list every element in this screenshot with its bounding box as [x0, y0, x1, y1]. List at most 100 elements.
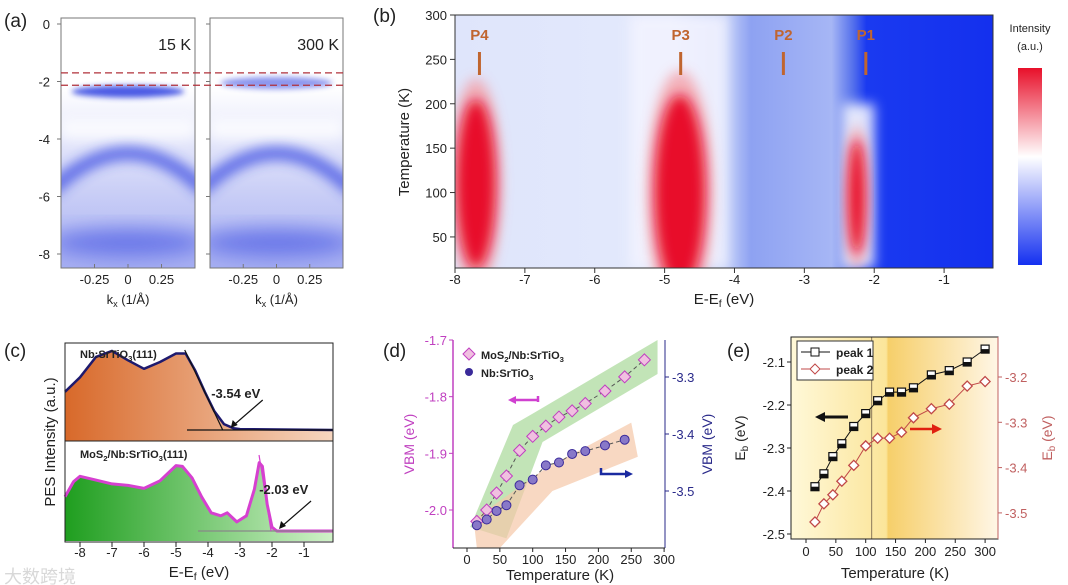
panel-label: (b): [373, 6, 396, 27]
y2-tick-label: -3.3: [1005, 415, 1027, 430]
series-label: MoS2/Nb:SrTiO3(111): [80, 449, 188, 463]
data-point: [826, 488, 839, 501]
data-point: [979, 375, 992, 388]
intensity-hotspot: [456, 99, 496, 268]
peak-label: P3: [672, 27, 690, 44]
y-tick-label: -2: [38, 75, 50, 90]
data-point: [499, 469, 514, 483]
x-tick-label: 150: [555, 552, 577, 567]
arpes-dispersion-band: [210, 146, 343, 192]
label-part: k: [107, 292, 114, 307]
y-tick-label: -6: [38, 190, 50, 205]
subscript: f: [719, 298, 722, 310]
y2-tick-label: -3.4: [1005, 461, 1027, 476]
arpes-gap-band: [210, 118, 343, 139]
x-tick-label: 100: [522, 552, 544, 567]
right-axis-arrow: [599, 468, 625, 476]
axes-frame: [454, 14, 994, 269]
arpes-dispersion-band: [61, 146, 195, 192]
x-tick-label: -0.25: [228, 272, 258, 287]
arpes-top-band: [220, 76, 333, 89]
y-tick-label: -4: [38, 132, 50, 147]
data-point-fill: [828, 456, 837, 461]
x-tick-label: -3: [799, 272, 811, 287]
peak-label: P1: [857, 27, 875, 44]
x-axis-label: E-Ef (eV): [169, 564, 229, 583]
label-part: E: [1039, 451, 1055, 460]
x-tick-label: -2: [868, 272, 880, 287]
data-point: [895, 426, 908, 439]
colorbar-title: (a.u.): [1017, 41, 1043, 53]
x-tick-label: -7: [106, 545, 118, 560]
y-tick-label: 200: [425, 97, 447, 112]
data-point: [835, 475, 848, 488]
label-part: (111): [163, 449, 188, 461]
left-arrow-head: [815, 412, 825, 422]
label-part: E: [732, 451, 748, 460]
x-axis-label: Temperature (K): [841, 565, 949, 582]
vbm-arrow: [232, 399, 264, 427]
data-point: [907, 411, 920, 424]
data-point-fill: [849, 426, 858, 431]
panel-label: (d): [383, 341, 406, 362]
data-point-fill: [885, 392, 894, 397]
y-tick-label: 300: [425, 8, 447, 23]
y-tick-label: -2.5: [763, 527, 785, 542]
legend-marker: [462, 347, 476, 361]
leading-edge-fit-line: [258, 454, 272, 532]
arpes-panel-300K: [206, 17, 344, 269]
y2-axis-label: Eb (eV): [1039, 415, 1058, 460]
y-tick-label: -2.3: [763, 441, 785, 456]
y-axis-label: VBM (eV): [401, 414, 417, 475]
panel-label: (c): [4, 341, 26, 362]
subscript: b: [740, 445, 751, 451]
colorbar-title: Intensity: [1010, 23, 1051, 35]
x-tick-label: -7: [519, 272, 531, 287]
data-point: [471, 520, 482, 531]
legend-label: MoS2/Nb:SrTiO3: [481, 350, 564, 364]
label-part: (eV): [1039, 415, 1055, 445]
x-tick-label: 200: [588, 552, 610, 567]
x-tick-label: -1: [938, 272, 950, 287]
intensity-hotspot: [654, 94, 706, 268]
panel-label: (e): [727, 341, 750, 362]
data-point: [552, 410, 566, 424]
x-tick-label: 300: [974, 544, 996, 559]
y-tick-label: -1.9: [425, 446, 447, 461]
y-tick-label: -2.4: [763, 484, 785, 499]
data-point: [540, 460, 551, 471]
left-axis-arrow: [512, 396, 540, 402]
x-tick-label: -0.25: [80, 272, 110, 287]
label-part: (1/Å): [118, 292, 150, 307]
data-point-fill: [927, 374, 936, 379]
x-tick-label: -5: [659, 272, 671, 287]
data-point: [491, 505, 502, 516]
data-point: [871, 432, 884, 445]
x-tick-label: 200: [915, 544, 937, 559]
watermark: 大数跨境: [4, 567, 76, 585]
data-point: [567, 448, 578, 459]
data-point-fill: [873, 400, 882, 405]
x-tick-label: -4: [729, 272, 741, 287]
label-part: (1/Å): [266, 292, 298, 307]
y-tick-label: 250: [425, 52, 447, 67]
x-tick-label: -3: [234, 545, 246, 560]
label-part: (111): [132, 349, 157, 361]
label-part: k: [255, 292, 262, 307]
y-tick-label: -8: [38, 247, 50, 262]
subscript: x: [262, 299, 267, 309]
data-point: [925, 402, 938, 415]
y-tick-label: -1.7: [425, 333, 447, 348]
x-tick-label: 0: [273, 272, 280, 287]
x-tick-label: -8: [449, 272, 461, 287]
panel-label: (a): [4, 11, 27, 32]
intensity-hotspot: [848, 139, 866, 255]
peak-label: P4: [470, 27, 489, 44]
x-tick-label: 50: [493, 552, 507, 567]
vbm-annotation: -3.54 eV: [211, 386, 260, 401]
x-tick-label: 150: [885, 544, 907, 559]
legend-label: peak 1: [836, 346, 874, 360]
y2-axis-label: VBM (eV): [699, 414, 715, 475]
data-point: [617, 370, 632, 384]
